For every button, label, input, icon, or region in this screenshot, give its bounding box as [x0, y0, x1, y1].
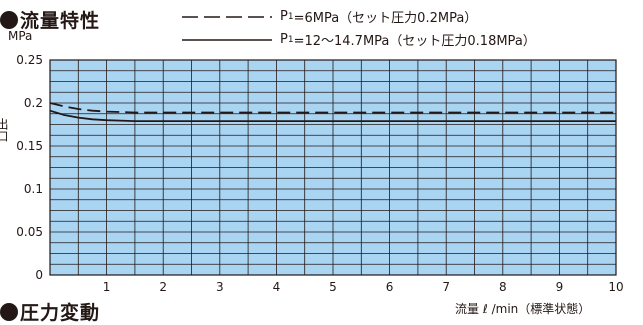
- legend-solid-line-swatch: [182, 38, 272, 41]
- x-tick-label: 3: [216, 280, 224, 294]
- pressure-fluctuation-title: 圧力変動: [20, 302, 101, 324]
- plot-border: [49, 59, 617, 276]
- x-axis-title: 流量 ℓ /min（標準状態）: [455, 302, 591, 316]
- bullet-dot-icon: [0, 302, 18, 321]
- legend-item-dashed: P 1 =6MPa（セット圧力0.2MPa）: [182, 7, 477, 26]
- series-line-solid: [49, 109, 616, 122]
- legend-p-subscript: 1: [287, 34, 294, 45]
- flow-characteristics-heading: 流量特性: [0, 6, 100, 33]
- bullet-dot-icon: [0, 10, 18, 29]
- legend-text-solid: =12〜14.7MPa（セット圧力0.18MPa）: [293, 34, 536, 49]
- x-tick-label: 10: [608, 280, 623, 294]
- legend-p-subscript: 1: [287, 11, 294, 22]
- x-tick-label: 9: [556, 280, 564, 294]
- x-tick-label: 4: [273, 280, 281, 294]
- legend-p-label: P: [280, 9, 288, 24]
- x-tick-label: 5: [329, 280, 337, 294]
- x-tick-label: 2: [159, 280, 167, 294]
- x-tick-label: 1: [103, 280, 111, 294]
- flow-characteristics-title: 流量特性: [20, 10, 101, 32]
- x-tick-label: 6: [386, 280, 394, 294]
- pressure-fluctuation-heading: 圧力変動: [0, 298, 100, 325]
- x-tick-label: 7: [442, 280, 450, 294]
- y-tick-label: 0.05: [16, 225, 43, 239]
- legend-item-solid: P 1 =12〜14.7MPa（セット圧力0.18MPa）: [182, 30, 536, 49]
- y-tick-label: 0.25: [16, 53, 43, 67]
- y-tick-label: 0.1: [24, 182, 43, 196]
- y-tick-label: 0.2: [24, 96, 43, 110]
- y-axis-title-partial: 出口: [0, 118, 9, 142]
- legend-p-label: P: [280, 32, 288, 47]
- y-tick-label: 0.15: [16, 139, 43, 153]
- y-axis-unit-label: MPa: [8, 29, 33, 43]
- legend-text-dashed: =6MPa（セット圧力0.2MPa）: [293, 11, 478, 26]
- legend-dashed-line-swatch: [182, 15, 272, 18]
- x-tick-label: 8: [499, 280, 507, 294]
- y-tick-label: 0: [35, 268, 43, 282]
